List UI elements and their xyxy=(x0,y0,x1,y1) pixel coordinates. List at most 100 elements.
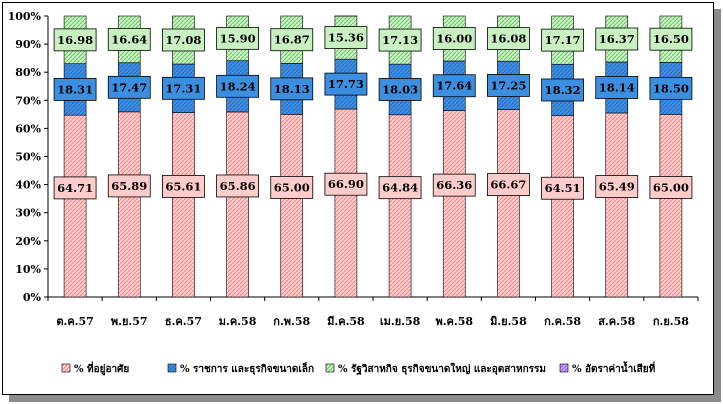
plot-area: 0% 10% 20% 30% 40% 50% 60% 70% 80% 90% 100% 64.71 18… xyxy=(8,10,699,328)
data-label-box xyxy=(649,27,693,51)
data-label: 18.14 xyxy=(599,80,635,94)
data-label-box xyxy=(216,174,259,198)
data-label: 64.84 xyxy=(382,181,418,195)
data-label-box xyxy=(107,75,151,99)
legend: % ที่อยู่อาศัย % ราชการ และธุรกิจขนาดเล็ก… xyxy=(61,361,656,376)
data-label-box xyxy=(487,173,530,196)
bar-segment xyxy=(63,114,87,298)
data-label-box xyxy=(270,77,314,101)
y-tick-label: 40% xyxy=(15,179,41,192)
bar-segment xyxy=(442,110,466,298)
data-label-box xyxy=(595,76,639,99)
legend-swatch xyxy=(61,363,71,373)
bar-segment xyxy=(497,109,520,298)
data-label: 18.32 xyxy=(545,83,581,97)
data-label-box xyxy=(216,26,259,50)
bar-segment xyxy=(659,114,683,298)
legend-label: % ที่อยู่อาศัย xyxy=(74,361,129,376)
data-label: 65.61 xyxy=(165,179,201,193)
x-tick-label: เม.ย.58 xyxy=(380,315,421,328)
data-label-box xyxy=(324,26,368,50)
data-label-box xyxy=(649,76,693,100)
data-label-box xyxy=(53,78,97,101)
data-label-box xyxy=(216,74,259,98)
legend-swatch xyxy=(559,363,569,373)
data-label: 17.47 xyxy=(111,80,147,94)
y-tick-label: 80% xyxy=(15,66,41,79)
data-label: 66.36 xyxy=(436,178,472,192)
data-label-box xyxy=(487,74,530,97)
data-label: 66.90 xyxy=(328,177,364,191)
data-label-box xyxy=(270,28,314,52)
y-tick-label: 90% xyxy=(15,38,41,51)
x-tick-label: ส.ค.58 xyxy=(598,315,635,328)
data-label: 16.50 xyxy=(653,32,689,46)
y-tick-label: 0% xyxy=(23,291,42,304)
bar-segment xyxy=(172,112,195,298)
data-label-box xyxy=(107,174,151,198)
data-label: 15.36 xyxy=(328,31,364,45)
data-label-box xyxy=(162,76,205,100)
data-label: 65.00 xyxy=(274,180,310,194)
data-label-box xyxy=(107,27,151,51)
x-tick-label: ก.พ.58 xyxy=(273,315,310,328)
y-tick-label: 10% xyxy=(15,263,41,276)
x-tick-label: ต.ค.57 xyxy=(56,315,93,328)
data-label: 17.31 xyxy=(165,81,201,95)
data-label: 16.98 xyxy=(57,33,93,47)
data-label-box xyxy=(378,176,422,200)
y-tick-label: 30% xyxy=(15,207,41,220)
data-label-box xyxy=(487,27,530,50)
data-label-box xyxy=(432,173,476,197)
data-label: 17.25 xyxy=(490,78,526,92)
data-label: 16.08 xyxy=(490,32,526,46)
data-label: 66.67 xyxy=(490,178,526,192)
data-label: 65.89 xyxy=(111,179,147,193)
data-label-box xyxy=(53,28,97,52)
x-tick-label: พ.ค.58 xyxy=(435,315,473,328)
x-tick-label: ก.ค.58 xyxy=(544,315,581,328)
bar-segment xyxy=(280,114,304,298)
data-label-box xyxy=(541,78,584,102)
legend-label: % รัฐวิสาหกิจ ธุรกิจขนาดใหญ่ และอุตสาหกร… xyxy=(338,362,546,375)
data-label-box xyxy=(541,176,584,200)
data-label: 18.24 xyxy=(220,79,256,93)
data-label-box xyxy=(541,28,584,52)
x-tick-label: ก.ย.58 xyxy=(653,315,689,328)
data-label-box xyxy=(378,28,422,52)
data-label: 64.71 xyxy=(57,181,93,195)
data-label: 18.13 xyxy=(274,82,310,96)
data-label: 18.03 xyxy=(382,82,418,96)
y-tick-label: 100% xyxy=(8,10,42,23)
x-tick-label: มี.ค.58 xyxy=(327,315,365,328)
data-label: 17.08 xyxy=(165,33,201,47)
data-label-box xyxy=(162,174,205,198)
data-label-box xyxy=(324,72,368,96)
data-label-box xyxy=(270,176,314,199)
data-label: 17.64 xyxy=(436,79,472,93)
data-label-box xyxy=(324,172,368,196)
data-label: 64.51 xyxy=(545,181,581,195)
legend-label: % อัตราค่าน้ำเสียที่ xyxy=(572,361,656,375)
legend-swatch xyxy=(325,363,335,373)
legend-swatch xyxy=(167,363,177,373)
data-label: 15.90 xyxy=(220,31,256,45)
bar-segment xyxy=(226,111,249,298)
data-label-box xyxy=(595,27,639,51)
bar-segment xyxy=(117,111,141,298)
data-label-box xyxy=(649,176,693,199)
data-label: 17.17 xyxy=(545,33,581,47)
data-label: 18.50 xyxy=(653,81,689,95)
data-label-box xyxy=(162,28,205,52)
data-label: 16.64 xyxy=(111,32,147,46)
data-label-box xyxy=(595,175,639,198)
data-label: 65.49 xyxy=(599,180,635,194)
data-label: 18.31 xyxy=(57,82,93,96)
bar-segment xyxy=(334,108,358,298)
data-label-box xyxy=(53,176,97,200)
data-label: 65.86 xyxy=(220,179,256,193)
x-tick-label: มิ.ย.58 xyxy=(490,315,527,328)
legend-label: % ราชการ และธุรกิจขนาดเล็ก xyxy=(180,361,314,375)
data-label: 65.00 xyxy=(653,180,689,194)
bar-segment xyxy=(388,114,412,298)
